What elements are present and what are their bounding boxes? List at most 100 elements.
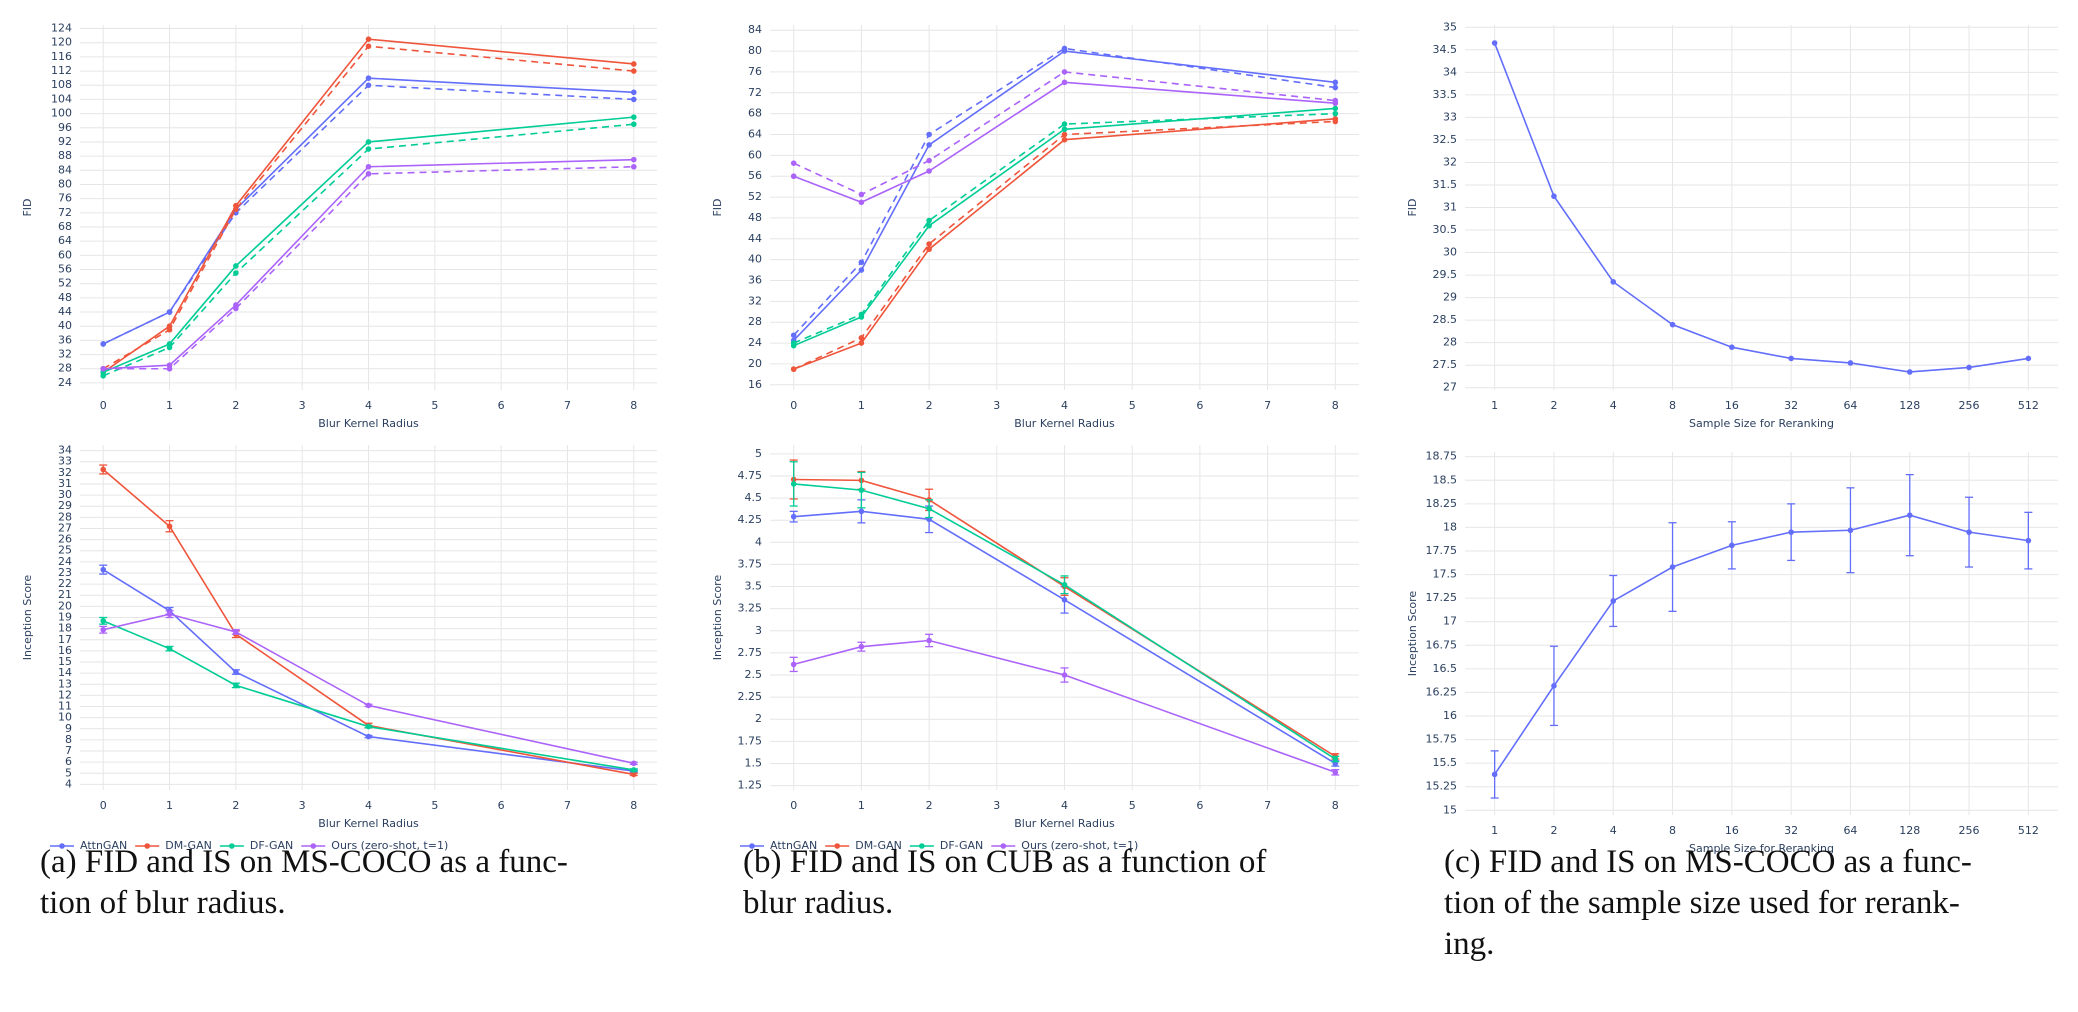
point [233, 270, 239, 276]
point [100, 341, 107, 347]
x-tick-label: 6 [1196, 799, 1203, 812]
y-axis-title: Inception Score [21, 575, 34, 661]
legend-label: DM-GAN [165, 839, 212, 852]
y-tick-label: 72 [58, 206, 72, 219]
y-tick-label: 6 [65, 755, 72, 768]
error-bar [99, 564, 108, 575]
y-tick-label: 18 [58, 622, 72, 635]
point [365, 43, 372, 50]
point [233, 263, 239, 269]
point [1061, 131, 1068, 138]
point [926, 131, 932, 138]
legend-marker [919, 843, 925, 849]
legend-label: DM-GAN [855, 839, 902, 852]
point [1788, 355, 1794, 362]
y-tick-label: 31 [58, 477, 72, 490]
x-tick-label: 16 [1725, 399, 1739, 412]
error-bar [1846, 487, 1855, 574]
x-tick-label: 2 [926, 399, 933, 412]
x-tick-label: 6 [1196, 399, 1203, 412]
y-tick-label: 24 [748, 336, 762, 349]
point [858, 199, 865, 206]
point [1669, 321, 1676, 328]
y-tick-label: 112 [51, 64, 72, 77]
dashed-line [793, 120, 1336, 370]
x-tick-label: 2 [1550, 399, 1557, 412]
caption: (a) FID and IS on MS-COCO as a func- [40, 844, 568, 880]
y-axis-title: Inception Score [1406, 591, 1419, 677]
error-bar [231, 669, 240, 675]
y-tick-label: 4 [755, 535, 762, 548]
dashed-line [793, 112, 1336, 344]
y-axis-title: FID [21, 198, 34, 216]
point [630, 96, 637, 103]
y-tick-label: 15.5 [1433, 756, 1458, 769]
x-tick-label: 1 [1491, 824, 1498, 837]
point [630, 68, 637, 74]
point [630, 163, 637, 170]
y-tick-label: 76 [58, 192, 72, 205]
y-tick-label: 2 [755, 712, 762, 725]
x-tick-label: 128 [1899, 399, 1920, 412]
y-tick-label: 20 [748, 357, 762, 370]
x-tick-label: 8 [1669, 824, 1676, 837]
y-tick-label: 3.75 [738, 557, 763, 570]
point [1610, 279, 1617, 285]
error-bar [789, 656, 798, 673]
y-tick-label: 27.5 [1433, 358, 1458, 371]
y-tick-label: 68 [748, 107, 762, 120]
x-tick-label: 3 [993, 799, 1000, 812]
point [365, 82, 372, 89]
y-tick-label: 35 [1443, 20, 1457, 33]
legend-marker [834, 843, 841, 849]
y-tick-label: 28 [58, 362, 72, 375]
y-tick-label: 9 [65, 722, 72, 735]
y-tick-label: 22 [58, 577, 72, 590]
error-bar [364, 724, 373, 729]
y-tick-label: 31.5 [1433, 178, 1458, 191]
y-tick-label: 52 [748, 190, 762, 203]
y-tick-label: 16.25 [1426, 685, 1458, 698]
x-tick-label: 512 [2018, 399, 2039, 412]
y-tick-label: 32 [1443, 155, 1457, 168]
y-tick-label: 28.5 [1433, 313, 1458, 326]
y-tick-label: 28 [748, 315, 762, 328]
x-tick-label: 4 [1061, 799, 1068, 812]
y-tick-label: 1.5 [745, 756, 763, 769]
point [1332, 118, 1339, 125]
y-tick-label: 16.75 [1426, 638, 1458, 651]
y-tick-label: 60 [58, 248, 72, 261]
x-tick-label: 1 [166, 399, 173, 412]
y-tick-label: 124 [51, 22, 72, 35]
error-bar [789, 461, 798, 507]
y-tick-label: 29.5 [1433, 268, 1458, 281]
error-bar [2024, 511, 2033, 570]
point [1061, 136, 1068, 143]
point [858, 335, 865, 341]
y-tick-label: 4.25 [738, 513, 763, 526]
legend-label: DF-GAN [940, 839, 983, 852]
y-tick-label: 28 [58, 510, 72, 523]
x-tick-label: 32 [1784, 824, 1798, 837]
y-tick-label: 36 [748, 274, 762, 287]
x-tick-label: 2 [232, 799, 239, 812]
y-tick-label: 13 [58, 677, 72, 690]
y-tick-label: 16 [58, 644, 72, 657]
x-tick-label: 2 [1550, 824, 1557, 837]
legend-marker [59, 843, 65, 849]
error-bar [364, 734, 373, 739]
y-tick-label: 3.5 [745, 580, 763, 593]
error-bar [99, 616, 108, 625]
y-axis-title: FID [1406, 198, 1419, 216]
point [1061, 79, 1068, 86]
y-tick-label: 7 [65, 744, 72, 757]
y-tick-label: 40 [58, 319, 72, 332]
y-tick-label: 28 [1443, 336, 1457, 349]
x-tick-label: 0 [100, 799, 107, 812]
x-tick-label: 0 [790, 399, 797, 412]
x-tick-label: 64 [1843, 399, 1857, 412]
y-tick-label: 56 [748, 169, 762, 182]
x-tick-label: 5 [431, 399, 438, 412]
error-bar [364, 703, 373, 708]
